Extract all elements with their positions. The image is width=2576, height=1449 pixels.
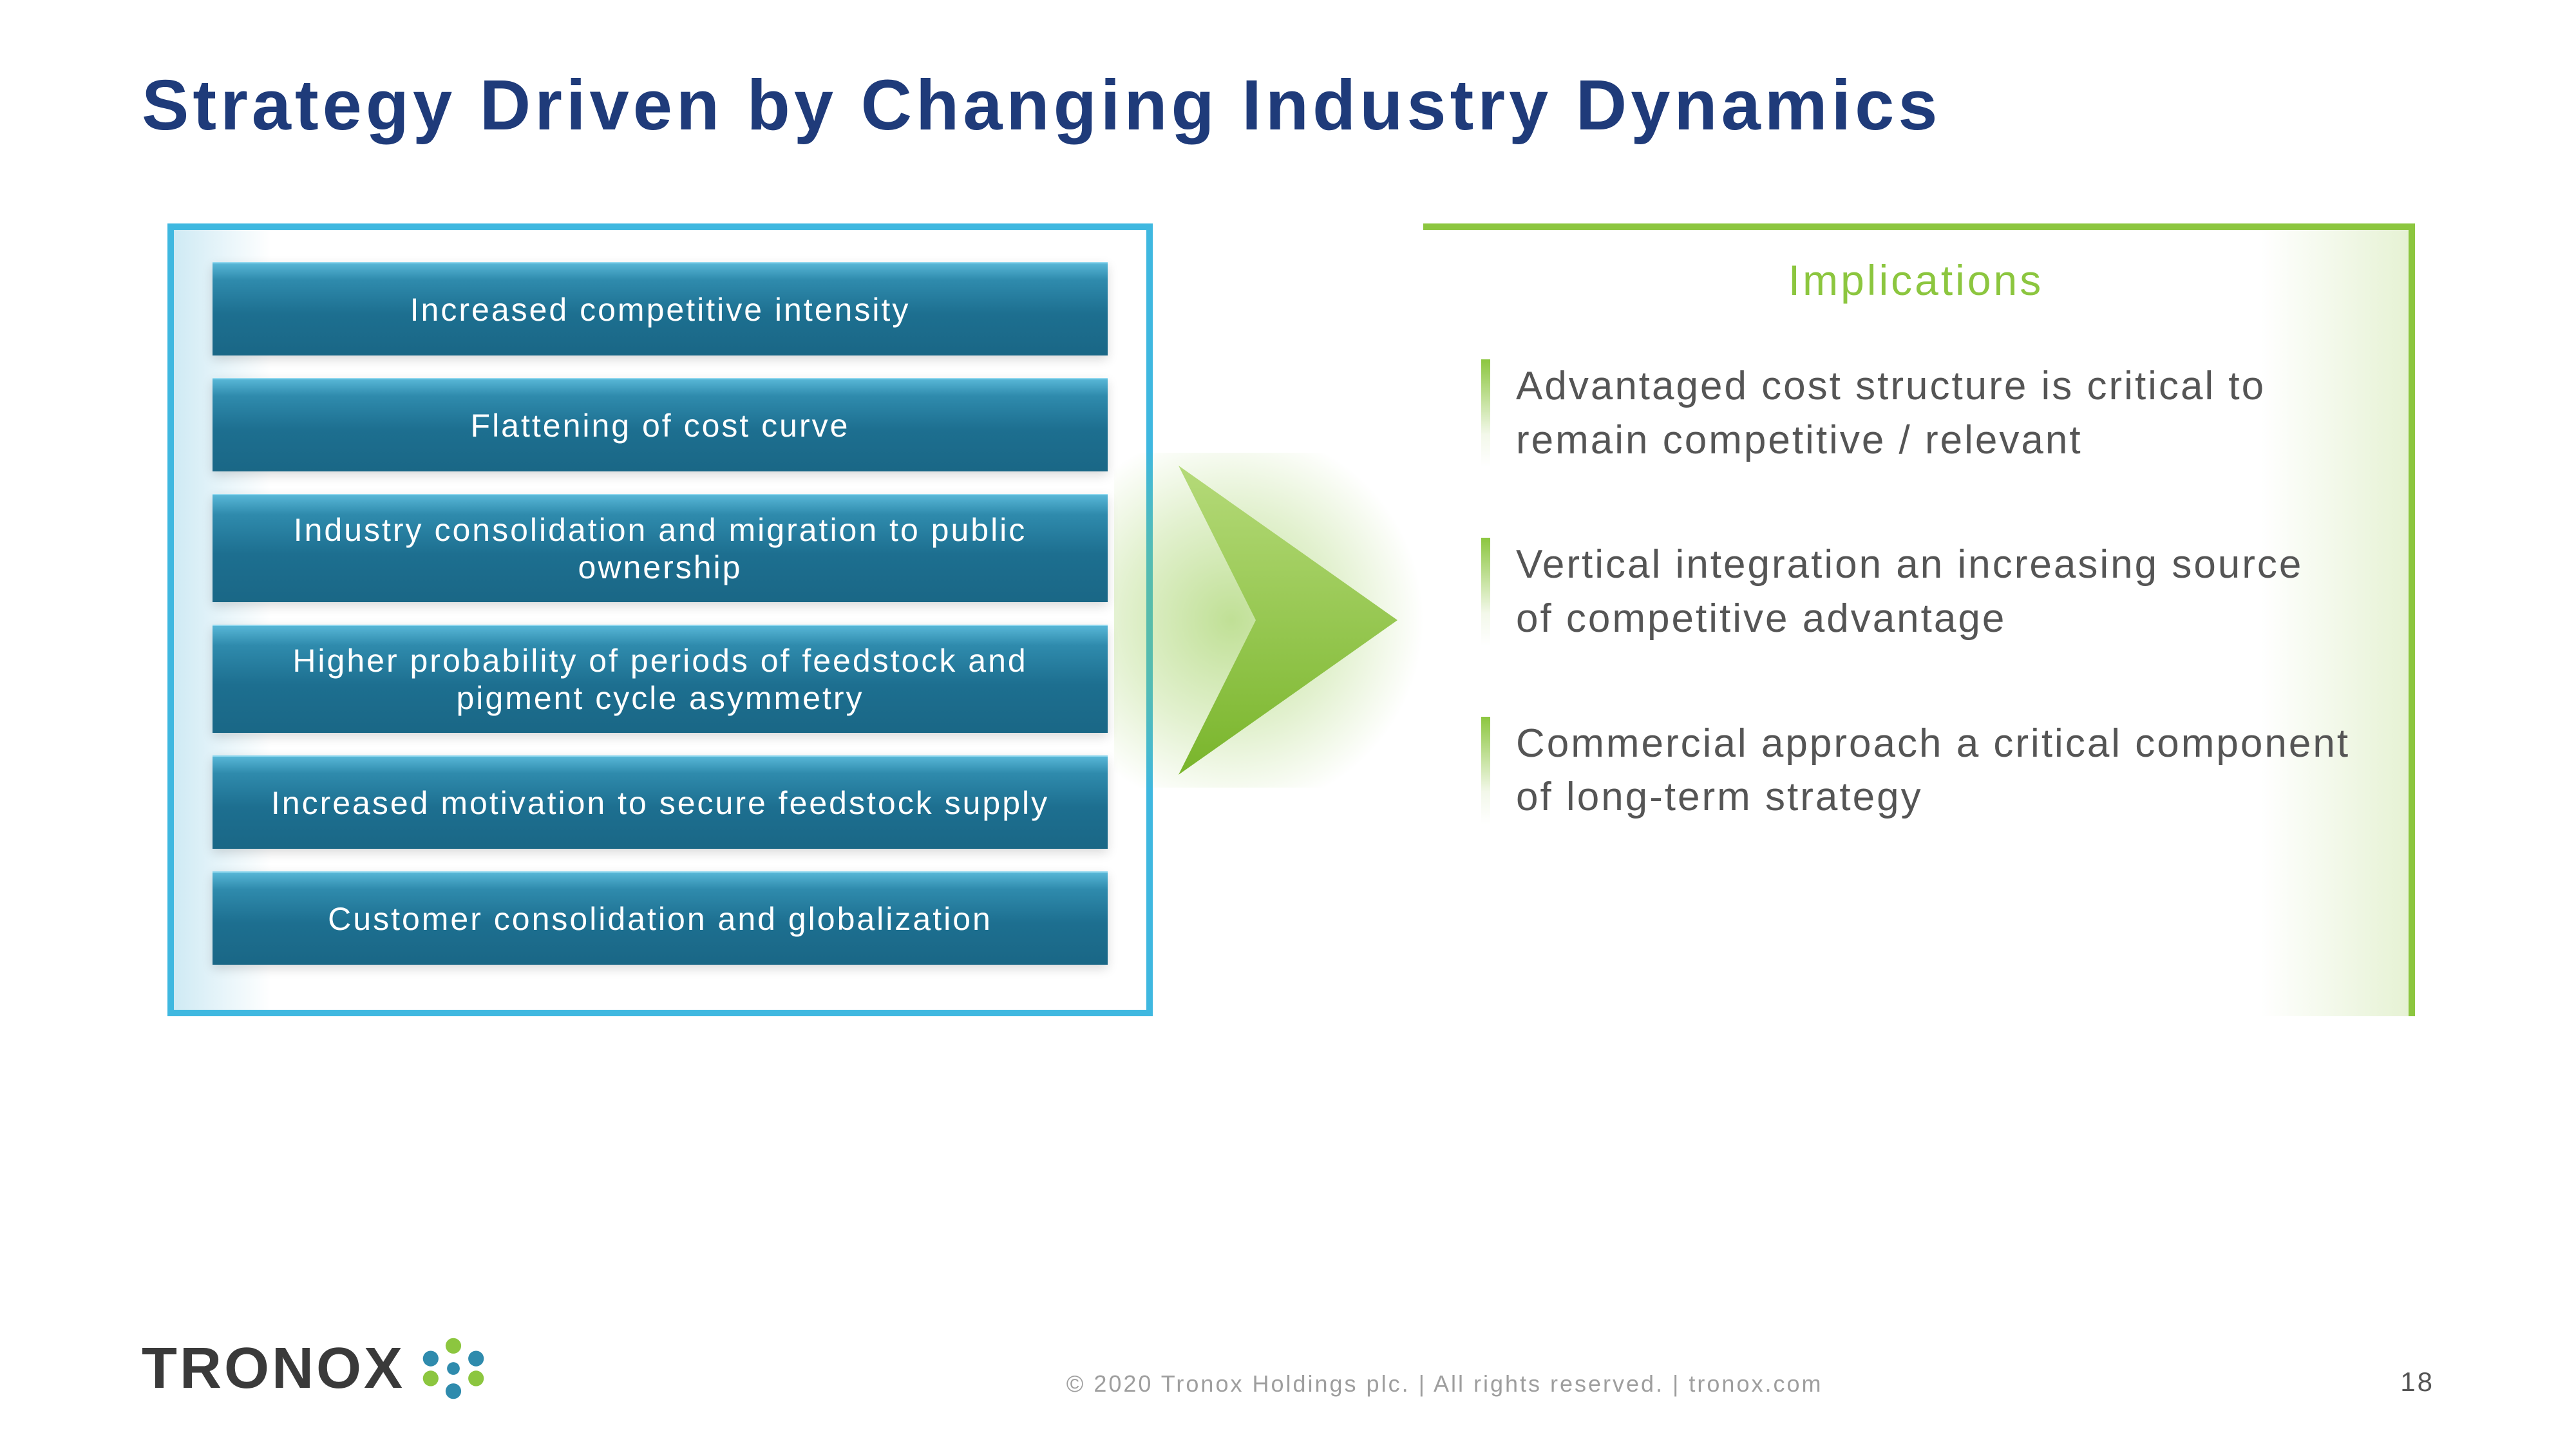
footer: TRONOX © 2020 Tronox Holdings plc. | All… (0, 1314, 2576, 1404)
drivers-panel: Increased competitive intensity Flatteni… (167, 223, 1153, 1016)
logo-text: TRONOX (142, 1336, 405, 1402)
driver-item: Customer consolidation and globalization (213, 871, 1108, 965)
slide: Strategy Driven by Changing Industry Dyn… (0, 0, 2576, 1449)
slide-title: Strategy Driven by Changing Industry Dyn… (142, 64, 2434, 146)
logo: TRONOX (142, 1333, 489, 1404)
implications-panel: Implications Advantaged cost structure i… (1423, 223, 2415, 1016)
implication-item: Commercial approach a critical component… (1481, 717, 2351, 824)
driver-item: Industry consolidation and migration to … (213, 494, 1108, 602)
implication-text: Commercial approach a critical component… (1516, 717, 2351, 824)
implication-item: Vertical integration an increasing sourc… (1481, 538, 2351, 645)
driver-item: Flattening of cost curve (213, 378, 1108, 471)
implication-accent-bar (1481, 717, 1490, 824)
implication-text: Vertical integration an increasing sourc… (1516, 538, 2351, 645)
footer-copyright: © 2020 Tronox Holdings plc. | All rights… (489, 1370, 2400, 1404)
logo-mark-icon (418, 1333, 489, 1404)
implications-header: Implications (1481, 256, 2351, 305)
implication-accent-bar (1481, 359, 1490, 467)
implication-item: Advantaged cost structure is critical to… (1481, 359, 2351, 467)
driver-item: Higher probability of periods of feedsto… (213, 625, 1108, 733)
page-number: 18 (2400, 1367, 2434, 1404)
driver-item: Increased competitive intensity (213, 262, 1108, 355)
arrow-icon (1166, 453, 1410, 788)
content-row: Increased competitive intensity Flatteni… (142, 223, 2434, 1016)
arrow-container (1153, 223, 1423, 1016)
driver-item: Increased motivation to secure feedstock… (213, 755, 1108, 849)
implication-accent-bar (1481, 538, 1490, 645)
implication-text: Advantaged cost structure is critical to… (1516, 359, 2351, 467)
